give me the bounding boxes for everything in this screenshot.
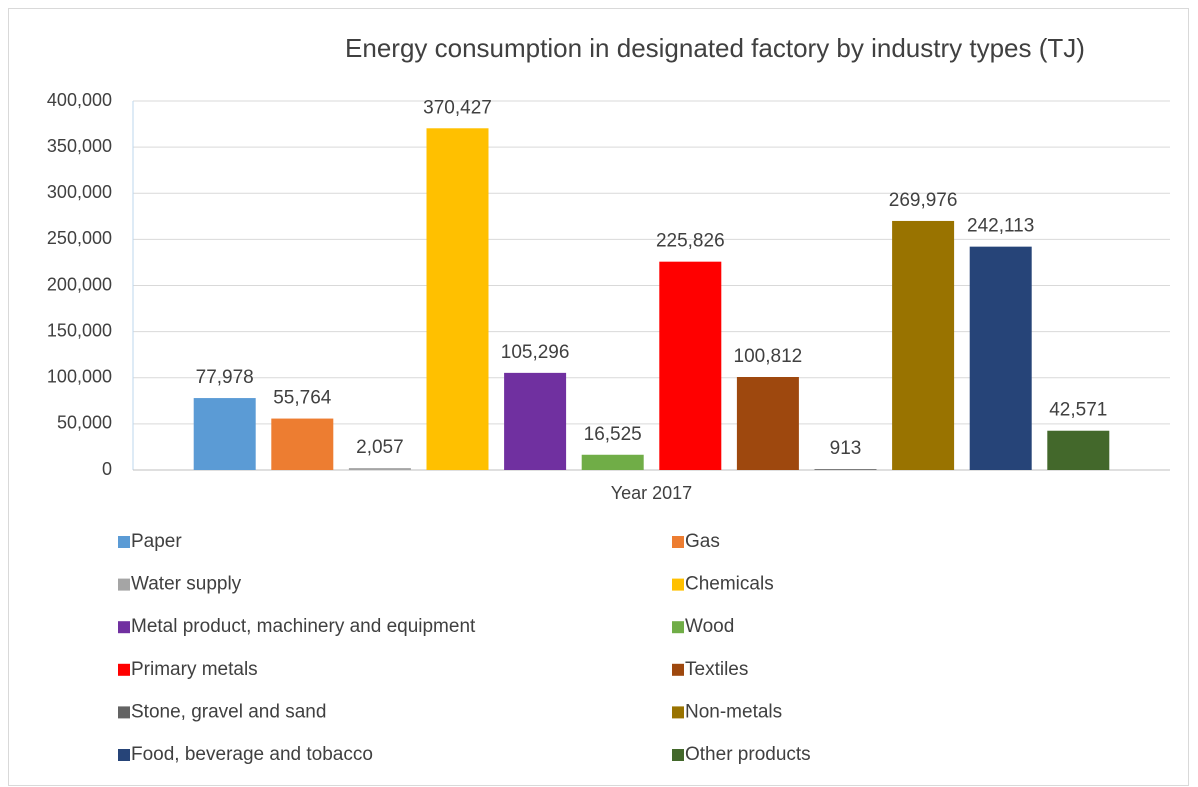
legend-swatch [118,663,130,676]
legend-swatch [672,621,684,634]
bar [892,220,955,470]
y-tick-label: 150,000 [47,320,112,340]
legend-label: Non-metals [685,701,782,722]
bar [969,246,1032,470]
legend-swatch [672,706,684,719]
data-label: 77,978 [196,367,254,388]
data-label: 370,427 [423,97,492,118]
legend-label: Food, beverage and tobacco [131,744,373,765]
y-tick-label: 250,000 [47,228,112,248]
data-label: 55,764 [273,388,332,409]
bar [814,469,877,470]
bar [348,468,411,470]
legend-swatch [672,536,684,548]
data-label: 2,057 [356,437,404,458]
legend-swatch [672,749,684,761]
legend-swatch [118,578,130,591]
legend-label: Textiles [685,659,748,680]
y-tick-label: 300,000 [47,182,112,202]
y-tick-label: 50,000 [57,413,112,433]
legend-label: Wood [685,616,734,637]
data-label: 100,812 [734,346,803,367]
y-tick-label: 200,000 [47,274,112,294]
legend-swatch [118,536,130,548]
data-label: 105,296 [501,342,570,363]
y-tick-label: 100,000 [47,367,112,387]
legend-label: Metal product, machinery and equipment [131,616,476,637]
y-tick-label: 400,000 [47,90,112,110]
bar [1047,430,1110,470]
bar [504,372,567,470]
chart-title: Energy consumption in designated factory… [345,33,1085,63]
legend-label: Chemicals [685,574,774,595]
legend-label: Gas [685,531,720,552]
data-label: 225,826 [656,231,725,252]
x-tick-label: Year 2017 [611,483,692,503]
legend-swatch [118,706,130,719]
bar [736,377,799,470]
bar [659,261,722,470]
data-label: 242,113 [967,216,1034,237]
bar [271,418,334,470]
bar [426,128,489,470]
legend-label: Other products [685,744,811,765]
bar [193,398,256,470]
legend-label: Water supply [131,574,242,595]
data-label: 16,525 [584,424,642,445]
bar [581,454,644,470]
legend-swatch [118,749,130,761]
legend-label: Paper [131,531,182,552]
legend-label: Stone, gravel and sand [131,701,326,722]
data-label: 269,976 [889,190,958,211]
data-label: 913 [830,438,862,459]
y-tick-label: 0 [102,459,112,479]
legend-swatch [118,621,130,634]
y-tick-label: 350,000 [47,136,112,156]
legend-swatch [672,578,684,591]
legend-label: Primary metals [131,659,258,680]
legend-swatch [672,663,684,676]
data-label: 42,571 [1049,400,1107,421]
